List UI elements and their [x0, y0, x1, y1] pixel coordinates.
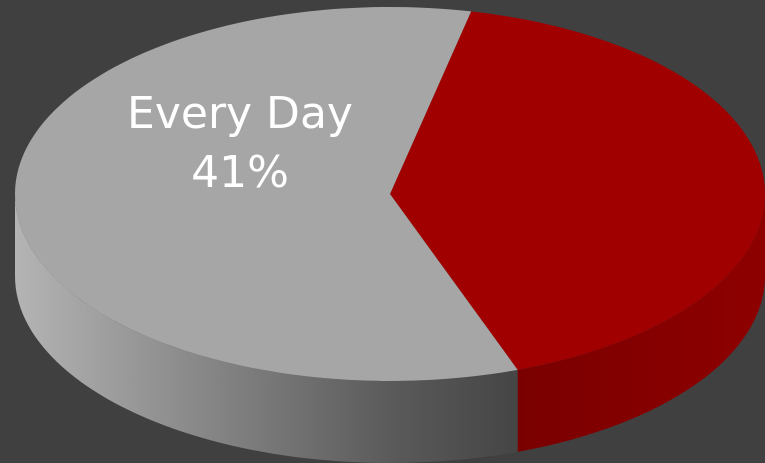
slice-label-percent: 41%	[191, 147, 289, 198]
pie-side-layer	[15, 194, 765, 463]
pie-slice-side	[15, 194, 518, 463]
pie-slice-side	[517, 194, 765, 452]
slice-label-name: Every Day	[127, 88, 353, 139]
pie-slice	[14, 6, 518, 381]
pie-slice	[390, 11, 765, 370]
pie-top-layer	[14, 6, 765, 381]
pie-label-layer: Every Day 41%	[127, 88, 353, 198]
